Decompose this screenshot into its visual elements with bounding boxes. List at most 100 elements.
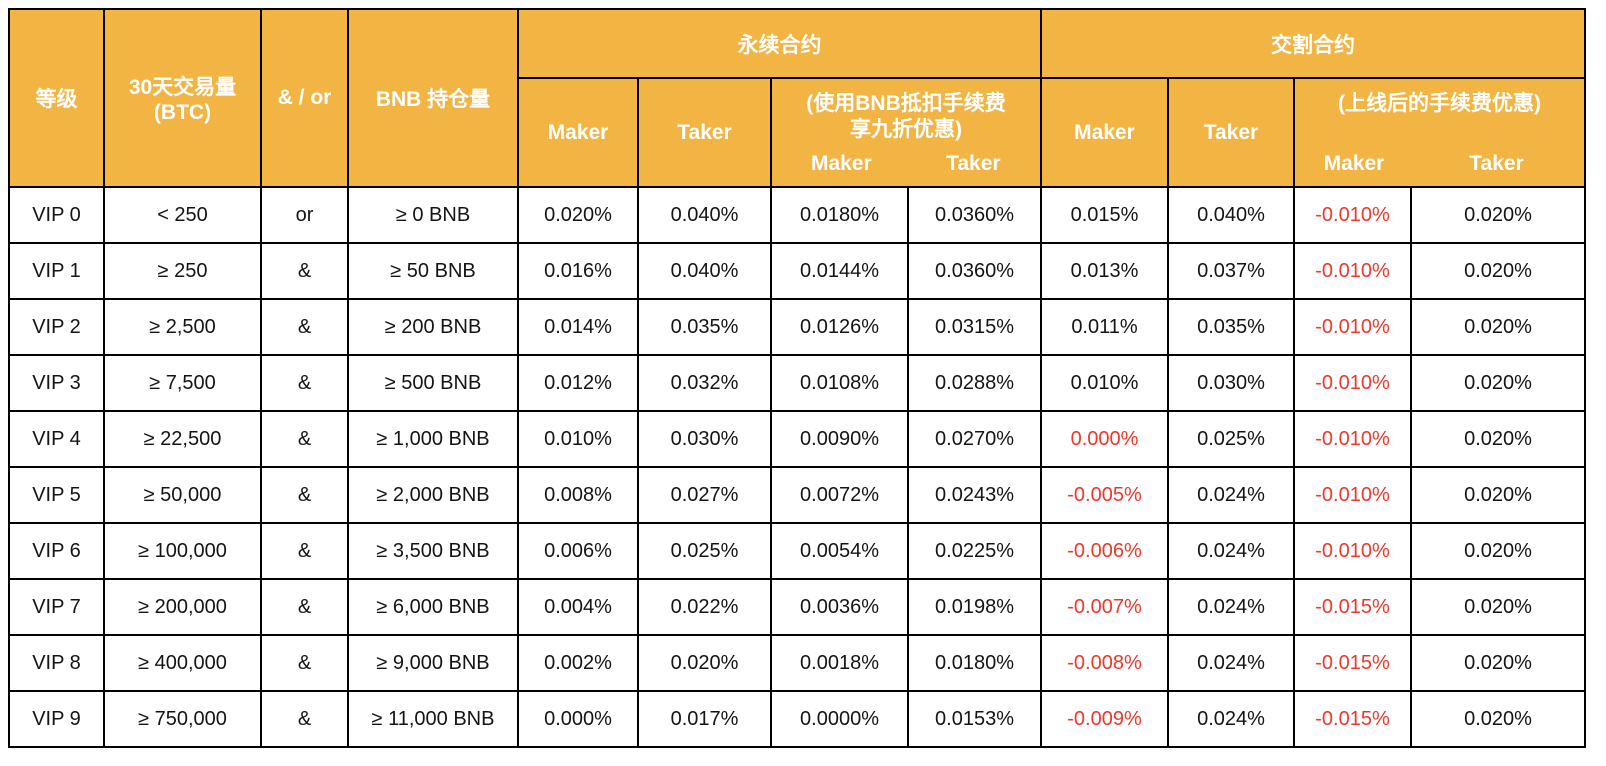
delivery-promo-sublabels: Maker Taker bbox=[1297, 152, 1582, 176]
fee-cell: ≥ 250 bbox=[103, 242, 262, 300]
fee-cell: 0.016% bbox=[517, 242, 639, 300]
fee-cell: 0.037% bbox=[1167, 242, 1295, 300]
fee-cell: 0.000% bbox=[517, 690, 639, 748]
fee-cell: 0.025% bbox=[1167, 410, 1295, 468]
fee-cell: 0.022% bbox=[637, 578, 772, 636]
table-row: VIP 7 ≥ 200,000 & ≥ 6,000 BNB 0.004% 0.022% 0.… bbox=[8, 578, 1586, 636]
fee-schedule-page: 等级 30天交易量 (BTC) & / or BNB 持仓量 永续合约 交割合约… bbox=[8, 8, 1586, 748]
fee-cell: 0.013% bbox=[1040, 242, 1169, 300]
fee-cell: & bbox=[260, 522, 349, 580]
fee-cell: 0.020% bbox=[637, 634, 772, 692]
fee-cell: 0.020% bbox=[1410, 354, 1586, 412]
fee-cell: ≥ 2,000 BNB bbox=[347, 466, 519, 524]
fee-cell: 0.024% bbox=[1167, 466, 1295, 524]
table-row: VIP 1 ≥ 250 & ≥ 50 BNB 0.016% 0.040% 0.0144% 0.… bbox=[8, 242, 1586, 300]
fee-cell: 0.035% bbox=[637, 298, 772, 356]
fee-cell: 0.010% bbox=[517, 410, 639, 468]
fee-cell: 0.010% bbox=[1040, 354, 1169, 412]
col-header-perp-maker: Maker bbox=[517, 77, 639, 188]
fee-cell: 0.040% bbox=[637, 242, 772, 300]
fee-cell: & bbox=[260, 242, 349, 300]
fee-cell: 0.0126% bbox=[770, 298, 909, 356]
col-header-perp-discount-taker: Taker bbox=[946, 152, 1001, 175]
col-header-delivery-taker: Taker bbox=[1167, 77, 1295, 188]
fee-cell: 0.0180% bbox=[907, 634, 1042, 692]
fee-cell: 0.0036% bbox=[770, 578, 909, 636]
fee-cell: VIP 9 bbox=[8, 690, 105, 748]
perp-discount-title: (使用BNB抵扣手续费 享九折优惠) bbox=[806, 92, 1006, 142]
fee-cell: -0.007% bbox=[1040, 578, 1169, 636]
table-row: VIP 2 ≥ 2,500 & ≥ 200 BNB 0.014% 0.035% 0.0126… bbox=[8, 298, 1586, 356]
fee-cell: 0.024% bbox=[1167, 690, 1295, 748]
fee-cell: 0.015% bbox=[1040, 186, 1169, 244]
fee-cell: 0.035% bbox=[1167, 298, 1295, 356]
fee-cell: -0.010% bbox=[1293, 186, 1412, 244]
fee-cell: 0.004% bbox=[517, 578, 639, 636]
fee-cell: 0.040% bbox=[637, 186, 772, 244]
col-header-perp-taker: Taker bbox=[637, 77, 772, 188]
col-header-and-or: & / or bbox=[260, 8, 349, 188]
fee-cell: 0.027% bbox=[637, 466, 772, 524]
table-row: VIP 4 ≥ 22,500 & ≥ 1,000 BNB 0.010% 0.030% 0.0… bbox=[8, 410, 1586, 468]
fee-cell: 0.012% bbox=[517, 354, 639, 412]
fee-cell: -0.010% bbox=[1293, 522, 1412, 580]
vip-fee-table: 等级 30天交易量 (BTC) & / or BNB 持仓量 永续合约 交割合约… bbox=[8, 8, 1586, 748]
fee-cell: -0.010% bbox=[1293, 298, 1412, 356]
fee-cell: -0.009% bbox=[1040, 690, 1169, 748]
fee-cell: VIP 6 bbox=[8, 522, 105, 580]
fee-cell: ≥ 7,500 bbox=[103, 354, 262, 412]
col-header-bnb-balance: BNB 持仓量 bbox=[347, 8, 519, 188]
fee-cell: 0.0153% bbox=[907, 690, 1042, 748]
fee-cell: & bbox=[260, 634, 349, 692]
fee-cell: ≥ 3,500 BNB bbox=[347, 522, 519, 580]
fee-cell: 0.024% bbox=[1167, 634, 1295, 692]
fee-cell: 0.0018% bbox=[770, 634, 909, 692]
fee-cell: & bbox=[260, 298, 349, 356]
col-header-perp-discount-maker: Maker bbox=[810, 152, 872, 175]
col-header-delivery-promo-maker: Maker bbox=[1323, 152, 1385, 175]
fee-cell: -0.010% bbox=[1293, 242, 1412, 300]
fee-cell: 0.0360% bbox=[907, 242, 1042, 300]
fee-cell: 0.006% bbox=[517, 522, 639, 580]
fee-cell: 0.030% bbox=[637, 410, 772, 468]
fee-cell: ≥ 400,000 bbox=[103, 634, 262, 692]
fee-cell: 0.020% bbox=[1410, 186, 1586, 244]
header-group-row: 等级 30天交易量 (BTC) & / or BNB 持仓量 永续合约 交割合约 bbox=[8, 8, 1586, 188]
fee-cell: -0.005% bbox=[1040, 466, 1169, 524]
table-row: VIP 5 ≥ 50,000 & ≥ 2,000 BNB 0.008% 0.027% 0.0… bbox=[8, 466, 1586, 524]
col-header-perp-bnb-discount: (使用BNB抵扣手续费 享九折优惠) Maker Taker bbox=[770, 77, 1042, 188]
fee-cell: 0.0315% bbox=[907, 298, 1042, 356]
fee-cell: 0.020% bbox=[1410, 690, 1586, 748]
fee-cell: 0.0054% bbox=[770, 522, 909, 580]
fee-cell: ≥ 0 BNB bbox=[347, 186, 519, 244]
fee-cell: 0.017% bbox=[637, 690, 772, 748]
fee-cell: -0.008% bbox=[1040, 634, 1169, 692]
fee-cell: < 250 bbox=[103, 186, 262, 244]
group-header-perpetual-contracts: 永续合约 bbox=[517, 8, 1042, 79]
fee-cell: 0.0243% bbox=[907, 466, 1042, 524]
fee-cell: VIP 5 bbox=[8, 466, 105, 524]
fee-cell: ≥ 500 BNB bbox=[347, 354, 519, 412]
fee-cell: 0.020% bbox=[1410, 578, 1586, 636]
table-row: VIP 9 ≥ 750,000 & ≥ 11,000 BNB 0.000% 0.017% 0… bbox=[8, 690, 1586, 748]
fee-cell: ≥ 6,000 BNB bbox=[347, 578, 519, 636]
fee-cell: ≥ 11,000 BNB bbox=[347, 690, 519, 748]
fee-cell: ≥ 22,500 bbox=[103, 410, 262, 468]
col-header-delivery-maker: Maker bbox=[1040, 77, 1169, 188]
fee-cell: ≥ 200 BNB bbox=[347, 298, 519, 356]
fee-cell: VIP 4 bbox=[8, 410, 105, 468]
fee-cell: -0.015% bbox=[1293, 634, 1412, 692]
fee-cell: 0.011% bbox=[1040, 298, 1169, 356]
fee-cell: -0.015% bbox=[1293, 578, 1412, 636]
fee-cell: ≥ 750,000 bbox=[103, 690, 262, 748]
fee-cell: VIP 0 bbox=[8, 186, 105, 244]
fee-cell: & bbox=[260, 690, 349, 748]
fee-cell: ≥ 50 BNB bbox=[347, 242, 519, 300]
fee-cell: ≥ 50,000 bbox=[103, 466, 262, 524]
fee-cell: ≥ 9,000 BNB bbox=[347, 634, 519, 692]
fee-cell: & bbox=[260, 466, 349, 524]
fee-cell: ≥ 2,500 bbox=[103, 298, 262, 356]
header-sub-row: Maker Taker (使用BNB抵扣手续费 享九折优惠) Maker Tak… bbox=[9, 77, 1586, 188]
fee-cell: 0.014% bbox=[517, 298, 639, 356]
fee-cell: 0.025% bbox=[637, 522, 772, 580]
